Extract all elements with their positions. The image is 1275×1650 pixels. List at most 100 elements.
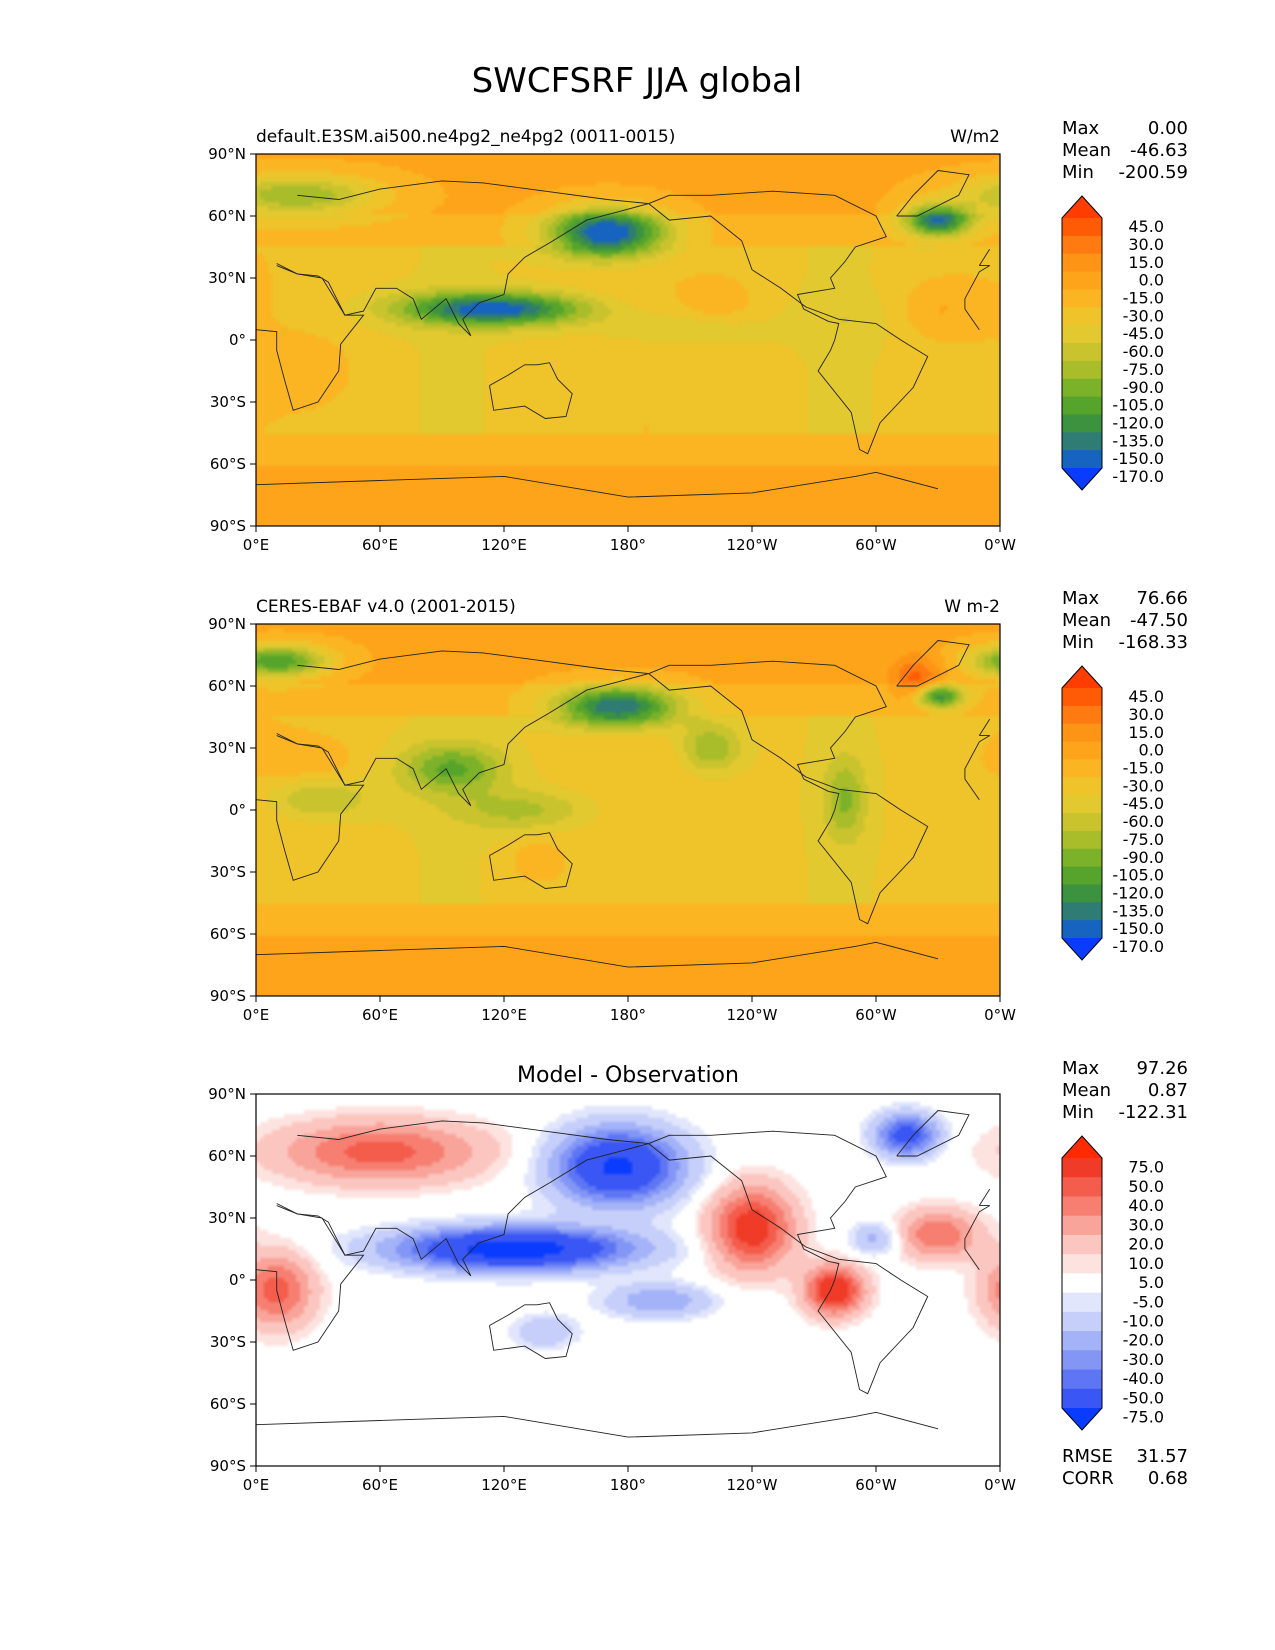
colorbar-segment — [1062, 830, 1102, 850]
x-tick-label: 60°E — [362, 536, 398, 554]
y-tick-label: 30°N — [208, 739, 246, 757]
coastline — [896, 640, 970, 687]
colorbar-segment — [1062, 920, 1102, 939]
field-raster — [256, 154, 1000, 526]
colorbar-extend-top — [1062, 1136, 1102, 1158]
stat-label: Max — [1062, 1058, 1100, 1079]
stat-label: Min — [1062, 162, 1094, 183]
colorbar-extend-top — [1062, 666, 1102, 688]
y-tick-label: 30°S — [210, 863, 246, 881]
panel-title: default.E3SM.ai500.ne4pg2_ne4pg2 (0011-0… — [256, 127, 675, 147]
x-tick-label: 60°W — [855, 536, 897, 554]
diff-summary: RMSE 31.57 CORR 0.68 — [1062, 1446, 1188, 1489]
stat-value: -46.63 — [1130, 140, 1188, 161]
y-tick-label: 60°S — [210, 1395, 246, 1413]
colorbar-segment — [1062, 759, 1102, 778]
x-tick-label: 120°W — [727, 1006, 778, 1024]
colorbar-label: -30.0 — [1123, 1350, 1164, 1369]
stat-value: -122.31 — [1119, 1102, 1188, 1123]
colorbar-segment — [1062, 1254, 1102, 1274]
coastline — [648, 190, 929, 455]
panel-title: CERES-EBAF v4.0 (2001-2015) — [256, 597, 516, 617]
x-tick-label: 180° — [610, 536, 646, 554]
colorbar-label: 30.0 — [1128, 235, 1164, 254]
colorbar-segment — [1062, 848, 1102, 868]
colorbar-label: 45.0 — [1128, 217, 1164, 236]
colorbar-label: 5.0 — [1139, 1273, 1164, 1292]
x-tick-label: 0°E — [243, 536, 270, 554]
coastline — [276, 1120, 991, 1277]
colorbar-segment — [1062, 378, 1102, 398]
y-tick-label: 90°S — [210, 987, 246, 1005]
colorbar-segment — [1062, 396, 1102, 416]
stat-value: -168.33 — [1119, 632, 1188, 653]
colorbar-label: 50.0 — [1128, 1177, 1164, 1196]
colorbar-label: 40.0 — [1128, 1196, 1164, 1215]
coastline — [896, 170, 970, 217]
colorbar-label: -105.0 — [1112, 396, 1164, 415]
colorbar-label: 20.0 — [1128, 1235, 1164, 1254]
colorbar-label: -75.0 — [1123, 360, 1164, 379]
coastlines — [255, 1110, 991, 1438]
x-tick-label: 120°E — [481, 536, 527, 554]
y-tick-label: 90°N — [208, 615, 246, 633]
colorbar-label: -135.0 — [1112, 901, 1164, 920]
colorbar-segment — [1062, 1177, 1102, 1198]
y-tick-label: 60°S — [210, 925, 246, 943]
stat-label: Mean — [1062, 610, 1111, 631]
colorbar-extend-bottom — [1062, 1408, 1102, 1430]
colorbar-label: 45.0 — [1128, 687, 1164, 706]
coastline — [255, 263, 990, 411]
colorbar-outline — [1061, 1135, 1103, 1431]
colorbar-label: 30.0 — [1128, 1215, 1164, 1234]
colorbar-label: -45.0 — [1123, 324, 1164, 343]
rmse-label: RMSE — [1062, 1446, 1113, 1467]
panel-observation: CERES-EBAF v4.0 (2001-2015) W m-2 0°E 60°E 1… — [208, 588, 1188, 1024]
colorbar-segment — [1062, 813, 1102, 832]
y-tick-label: 30°N — [208, 269, 246, 287]
y-tick-label: 60°N — [208, 677, 246, 695]
colorbar-outline — [1061, 195, 1103, 491]
panel-model: default.E3SM.ai500.ne4pg2_ne4pg2 (0011-0… — [208, 118, 1188, 554]
colorbar-segment — [1062, 884, 1102, 903]
colorbar-segment — [1062, 1331, 1102, 1351]
colorbar-segment — [1062, 1234, 1102, 1255]
colorbar-segment — [1062, 741, 1102, 761]
colorbar-label: 0.0 — [1139, 271, 1164, 290]
y-tick-label: 90°N — [208, 145, 246, 163]
colorbar-extend-bottom — [1062, 468, 1102, 490]
colorbar-label: -120.0 — [1112, 413, 1164, 432]
y-tick-label: 30°N — [208, 1209, 246, 1227]
colorbar-extend-bottom — [1062, 938, 1102, 960]
y-tick-label: 60°N — [208, 207, 246, 225]
colorbar-label: -60.0 — [1123, 342, 1164, 361]
colorbar-label: -15.0 — [1123, 288, 1164, 307]
y-tick-label: 90°S — [210, 1457, 246, 1475]
stat-label: Mean — [1062, 1080, 1111, 1101]
y-tick-label: 30°S — [210, 393, 246, 411]
coastline — [276, 180, 991, 337]
coastline — [489, 832, 573, 889]
stat-value: 76.66 — [1136, 588, 1188, 609]
colorbar-segment — [1062, 271, 1102, 291]
stat-value: 0.00 — [1148, 118, 1188, 139]
stat-label: Max — [1062, 588, 1100, 609]
colorbar-segment — [1062, 705, 1102, 725]
colorbar-segment — [1062, 1215, 1102, 1236]
colorbar-segment — [1062, 1311, 1102, 1332]
colorbar-segment — [1062, 795, 1102, 814]
x-tick-label: 120°W — [727, 1476, 778, 1494]
y-tick-label: 0° — [229, 801, 246, 819]
colorbar-label: -5.0 — [1133, 1292, 1164, 1311]
colorbar-label: -105.0 — [1112, 866, 1164, 885]
x-tick-label: 120°E — [481, 1476, 527, 1494]
coastline — [648, 660, 929, 925]
x-tick-label: 180° — [610, 1476, 646, 1494]
colorbar-label: -170.0 — [1112, 937, 1164, 956]
stat-value: 97.26 — [1136, 1058, 1188, 1079]
colorbar-segment — [1062, 289, 1102, 308]
coastline — [489, 362, 573, 419]
colorbar-extend-top — [1062, 196, 1102, 218]
panel-units: W m-2 — [944, 597, 1000, 617]
coastline — [255, 733, 990, 881]
